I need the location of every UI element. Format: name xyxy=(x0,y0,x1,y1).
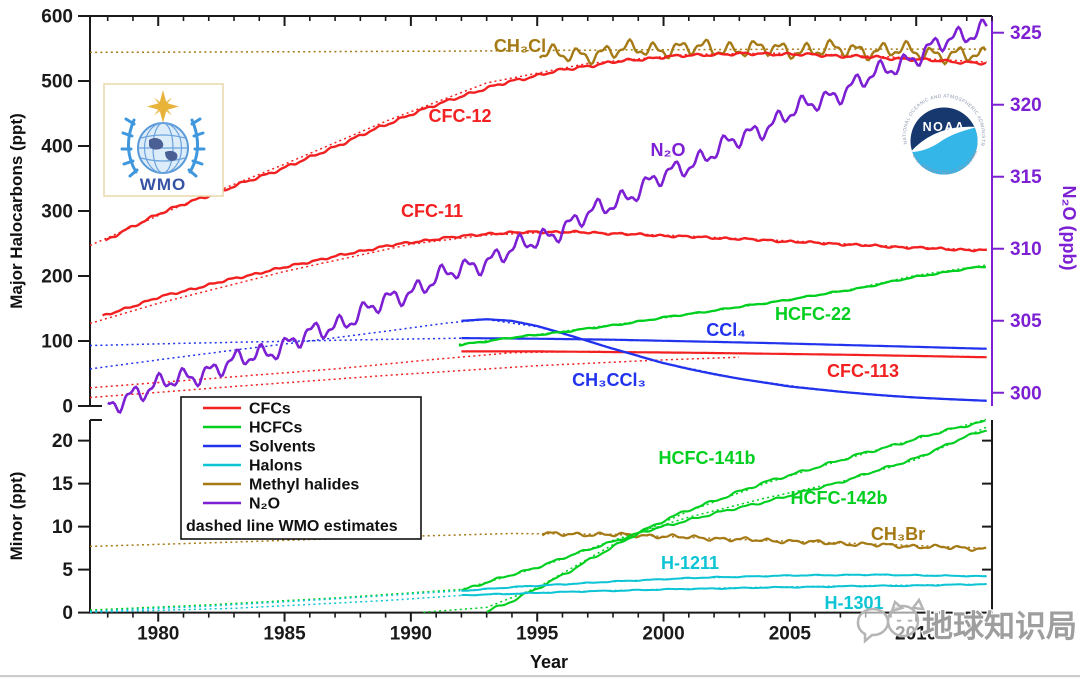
curve-label-12: H-1301 xyxy=(824,593,883,613)
minor-panel-y-tick-label: 0 xyxy=(62,603,73,624)
series-h1211-line xyxy=(461,573,987,592)
minor-panel-y-tick-label: 20 xyxy=(52,431,73,452)
y-tick-label: 500 xyxy=(41,72,73,93)
x-tick-label: 2000 xyxy=(642,624,684,645)
series-cfc12-line xyxy=(104,51,987,242)
y-tick-label: 0 xyxy=(62,397,73,418)
curve-label-11: H-1211 xyxy=(661,553,719,573)
y-tick-label: 400 xyxy=(41,137,73,158)
wmo-wreath-icon xyxy=(120,117,206,178)
curve-label-2: N₂O xyxy=(651,140,686,160)
x-tick-label: 2005 xyxy=(769,624,812,645)
curve-label-8: HCFC-141b xyxy=(658,448,755,468)
chart-series xyxy=(89,18,988,613)
y-tick-label: 300 xyxy=(41,202,73,223)
series-hcfc141b-line xyxy=(486,419,986,613)
n2o-tick-label: 310 xyxy=(1010,239,1042,260)
y-tick-label: 600 xyxy=(41,7,73,28)
legend: CFCs HCFCs Solvents Halons Methyl halides N₂O… xyxy=(180,396,422,540)
x-tick-label: 1995 xyxy=(516,624,559,645)
noaa-logo-label: NOAA xyxy=(923,120,966,134)
wmo-globe-icon xyxy=(137,122,189,174)
watermark: 地球知识局 xyxy=(856,597,1078,645)
n2o-tick-label: 325 xyxy=(1010,23,1042,44)
series-ch3cl-est-line xyxy=(90,48,987,54)
curve-label-10: CH₃Br xyxy=(871,524,925,544)
n2o-tick-label: 320 xyxy=(1010,95,1042,116)
series-cfc11-line xyxy=(102,229,987,317)
series-h1301-line xyxy=(461,583,987,597)
curve-label-1: CFC-12 xyxy=(428,106,491,126)
legend-label: Solvents xyxy=(249,439,316,456)
series-cfc113-est-b-line xyxy=(89,356,740,399)
n2o-tick-label: 300 xyxy=(1010,383,1042,404)
legend-label: N₂O xyxy=(249,496,280,513)
watermark-text: 地球知识局 xyxy=(922,609,1077,644)
curve-label-7: CH₃CCl₃ xyxy=(572,370,646,390)
y-axis-title-n2o: N₂O (ppb) xyxy=(1059,186,1079,271)
minor-panel-y-tick-label: 15 xyxy=(52,474,74,495)
legend-label: HCFCs xyxy=(249,420,302,437)
series-cfc113-line xyxy=(461,350,987,359)
bottom-border-line xyxy=(0,675,1080,678)
series-ch3br-line xyxy=(541,531,987,553)
x-tick-label: 1990 xyxy=(390,624,432,645)
y-tick-label: 200 xyxy=(41,267,73,288)
series-ccl4-line xyxy=(461,337,987,350)
y-axis-title-minor: Minor (ppt) xyxy=(7,472,26,561)
series-ch3cl-line xyxy=(538,37,987,66)
n2o-tick-label: 315 xyxy=(1010,167,1042,188)
series-hcfc22-line xyxy=(458,265,987,347)
legend-note: dashed line WMO estimates xyxy=(186,518,398,535)
curve-label-3: CFC-11 xyxy=(401,201,463,221)
noaa-emblem-icon xyxy=(910,107,978,175)
watermark-cat-icon xyxy=(856,597,926,644)
n2o-tick-label: 305 xyxy=(1010,311,1042,332)
y-axis-title-major: Major Halocarbons (ppt) xyxy=(7,113,26,309)
minor-panel-y-tick-label: 10 xyxy=(52,517,73,538)
series-ch3br-est-line xyxy=(89,532,987,549)
curve-label-5: CCl₄ xyxy=(706,320,746,340)
x-tick-label: 1980 xyxy=(137,624,179,645)
legend-label: CFCs xyxy=(249,401,291,418)
wmo-star-icon xyxy=(147,90,179,123)
curve-label-0: CH₃Cl xyxy=(494,36,546,56)
curve-label-9: HCFC-142b xyxy=(790,488,887,508)
curve-labels: CH₃Cl CFC-12 N₂O CFC-11 HCFC-22 CCl₄ CFC-113 CH… xyxy=(401,36,925,613)
series-ch3ccl3-line xyxy=(461,318,987,402)
curve-label-6: CFC-113 xyxy=(827,361,899,381)
x-tick-label: 1985 xyxy=(263,624,306,645)
legend-label: Halons xyxy=(249,458,302,475)
series-n2o-line xyxy=(107,18,988,414)
legend-label: Methyl halides xyxy=(249,477,359,494)
legend-box xyxy=(180,396,422,540)
curve-label-4: HCFC-22 xyxy=(775,304,851,324)
x-axis-title: Year xyxy=(530,652,568,672)
series-hcfc142b-line xyxy=(461,429,987,592)
y-tick-label: 100 xyxy=(41,332,73,353)
minor-panel-y-tick-label: 5 xyxy=(62,560,73,581)
wmo-logo: WMO xyxy=(103,83,224,197)
wmo-logo-label: WMO xyxy=(140,175,186,194)
